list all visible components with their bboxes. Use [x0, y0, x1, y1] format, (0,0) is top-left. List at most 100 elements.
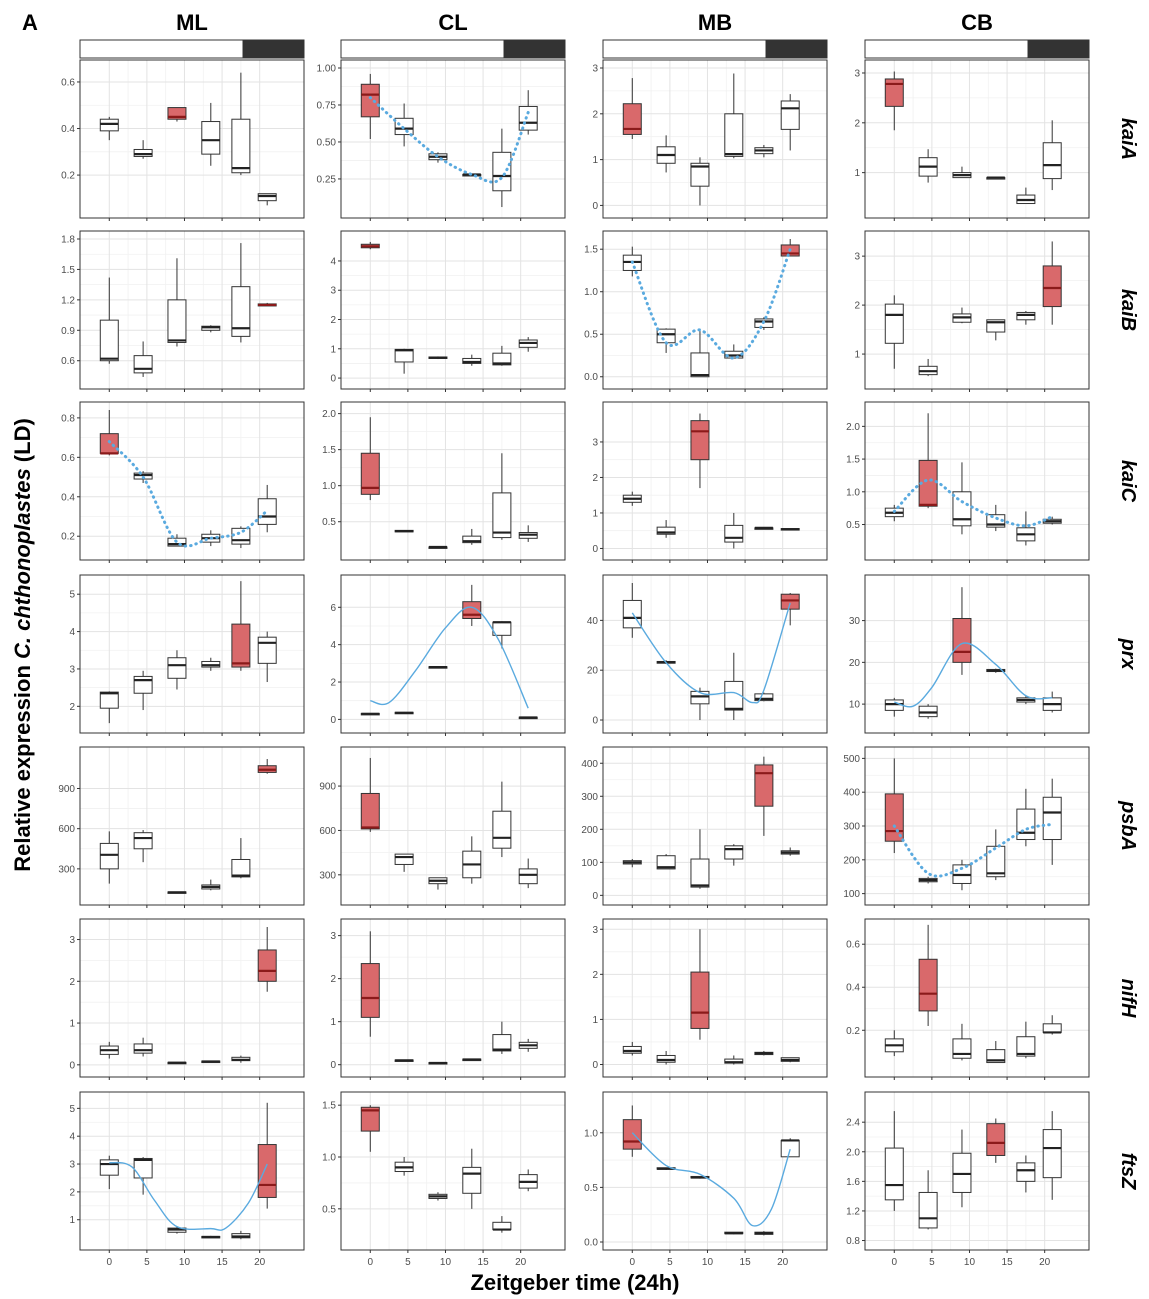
y-tick-label: 0.5: [584, 1183, 598, 1194]
y-tick-label: 2: [330, 974, 336, 985]
box-nifh-mb-3: [724, 1055, 744, 1065]
box-body: [133, 675, 153, 694]
x-tick-label: 10: [440, 1257, 452, 1268]
y-tick-label: 0.5: [322, 517, 336, 528]
gene-label-kaia: kaiA: [1117, 118, 1139, 160]
box-body: [754, 693, 774, 702]
box-body: [952, 491, 972, 527]
box-kaib-ml-4: [231, 243, 251, 343]
box-prx-cl-2: [428, 665, 448, 669]
box-kaib-cb-2: [952, 307, 972, 324]
box-kaia-mb-3: [724, 73, 744, 159]
y-tick-label: 0.5: [584, 330, 598, 341]
y-tick-label: 1: [592, 1015, 598, 1026]
box-psba-mb-1: [656, 854, 676, 870]
box-kaia-cb-3: [986, 176, 1006, 180]
y-tick-label: 1.5: [61, 265, 75, 276]
box-body: [780, 1139, 800, 1158]
y-tick-label: 1.5: [322, 445, 336, 456]
column-title-mb: MB: [698, 10, 732, 35]
box-body: [201, 121, 221, 155]
box-psba-cl-5: [518, 858, 538, 889]
panel-cb-nifh: 0.2 0.4 0.6: [846, 918, 1090, 1080]
box-body: [133, 148, 153, 157]
box-highlighted: [360, 792, 380, 830]
gene-labels: kaiA kaiB kaiC prx psbA nifH ftsZ: [1117, 118, 1139, 1190]
box-kaic-mb-1: [656, 520, 676, 538]
y-tick-label: 1.0: [846, 487, 860, 498]
box-prx-ml-2: [167, 650, 187, 690]
panel-border: [864, 59, 1090, 219]
box-kaic-cl-5: [518, 525, 538, 542]
panel-cl-psba: 300 600 900: [319, 746, 566, 908]
box-psba-cb-5: [1042, 778, 1062, 865]
box-kaib-cb-5: [1042, 241, 1062, 325]
box-body: [724, 680, 744, 711]
box-prx-mb-4: [754, 692, 774, 702]
y-tick-label: 1: [592, 155, 598, 166]
box-nifh-mb-0: [622, 1041, 642, 1056]
gene-label-psba: psbA: [1117, 800, 1139, 851]
y-tick-label: 1: [69, 1019, 75, 1030]
dark-period-bar-cl: [503, 39, 566, 59]
panel-background: [865, 919, 1089, 1077]
panel-cb-psba: 100 200 300 400 500: [843, 746, 1090, 908]
y-tick-label: 30: [849, 616, 861, 627]
x-tick-label: 15: [478, 1257, 490, 1268]
box-kaib-cl-2: [428, 356, 448, 360]
panel-border: [79, 401, 305, 561]
box-body: [884, 1147, 904, 1201]
box-body: [690, 352, 710, 378]
panel-background: [603, 60, 827, 218]
panel-border: [602, 1091, 828, 1251]
box-nifh-cb-5: [1042, 1015, 1062, 1035]
box-prx-cl-1: [394, 711, 414, 715]
x-tick-label: 5: [929, 1257, 935, 1268]
box-body: [690, 858, 710, 888]
y-tick-label: 2: [854, 301, 860, 312]
box-kaia-mb-2: [690, 157, 710, 206]
y-tick-label: 2.0: [322, 409, 336, 420]
box-highlighted: [918, 459, 938, 507]
y-tick-label: 3: [854, 68, 860, 79]
box-psba-ml-3: [201, 879, 221, 891]
box-highlighted: [257, 1144, 277, 1198]
box-body: [656, 855, 676, 870]
panel-border: [340, 59, 566, 219]
y-tick-label: 300: [58, 864, 75, 875]
x-tick-label: 15: [740, 1257, 752, 1268]
panel-border: [79, 918, 305, 1078]
box-ftsz-cl-5: [518, 1169, 538, 1192]
y-axis-title-species: C. chthonoplastes: [10, 468, 35, 659]
y-tick-label: 0.9: [61, 326, 75, 337]
box-body: [492, 151, 512, 192]
y-tick-label: 0.25: [317, 174, 337, 185]
box-nifh-ml-5: [257, 927, 277, 992]
box-prx-mb-3: [724, 652, 744, 721]
y-tick-label: 500: [843, 754, 860, 765]
box-body: [1042, 1023, 1062, 1033]
panel-mb-kaib: 0.0 0.5 1.0 1.5: [584, 230, 828, 392]
panel-border: [340, 574, 566, 734]
box-prx-cb-2: [952, 587, 972, 675]
panel-mb-psba: 0 100 200 300 400: [581, 746, 828, 908]
trend-line: [631, 1132, 791, 1227]
box-psba-ml-2: [167, 891, 187, 894]
y-tick-label: 1.5: [846, 455, 860, 466]
panel-background: [80, 747, 304, 905]
light-period-bar-cb: [864, 39, 1029, 59]
y-tick-label: 100: [581, 858, 598, 869]
box-highlighted: [690, 971, 710, 1029]
box-ftsz-ml-3: [201, 1235, 221, 1239]
x-tick-label: 20: [777, 1257, 789, 1268]
box-highlighted: [360, 452, 380, 495]
light-period-bar-cl: [340, 39, 505, 59]
box-kaia-mb-4: [754, 144, 774, 158]
y-tick-label: 400: [843, 788, 860, 799]
panel-border: [79, 746, 305, 906]
box-kaic-ml-0: [99, 410, 119, 456]
box-nifh-ml-4: [231, 1055, 251, 1063]
y-tick-label: 1.0: [322, 481, 336, 492]
box-nifh-mb-1: [656, 1050, 676, 1065]
panel-background: [341, 60, 565, 218]
